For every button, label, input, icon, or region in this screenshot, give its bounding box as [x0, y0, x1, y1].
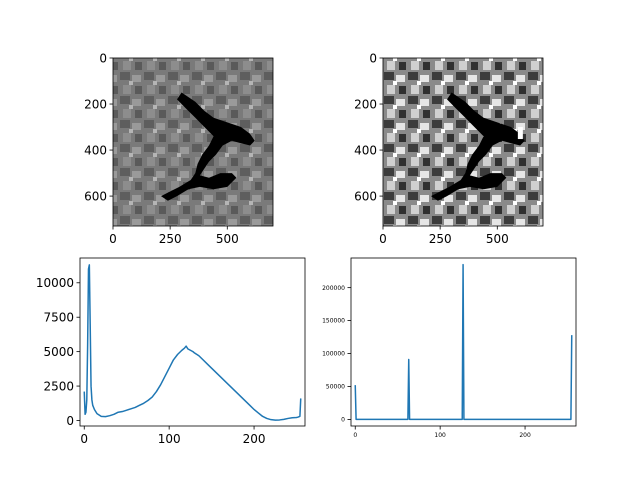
- x-tick-label: 200: [243, 432, 266, 446]
- x-tick-label: 200: [519, 432, 531, 439]
- y-tick-label: 400: [84, 143, 107, 157]
- y-tick-label: 200: [354, 97, 377, 111]
- image-top-left: [113, 58, 273, 226]
- bright-patch: [518, 127, 523, 139]
- x-tick-label: 250: [159, 232, 182, 246]
- x-tick-label: 0: [379, 232, 387, 246]
- y-tick-label: 200: [84, 97, 107, 111]
- y-tick-label: 200000: [322, 285, 345, 292]
- x-tick-label: 0: [80, 432, 88, 446]
- y-tick-label: 600: [84, 189, 107, 203]
- y-tick-label: 0: [341, 417, 345, 424]
- plot-bottom-left: [84, 265, 301, 420]
- x-tick-label: 0: [109, 232, 117, 246]
- y-tick-label: 0: [66, 414, 74, 428]
- y-tick-label: 0: [99, 51, 107, 65]
- y-tick-label: 150000: [322, 318, 345, 325]
- x-tick-label: 100: [434, 432, 446, 439]
- y-tick-label: 600: [354, 189, 377, 203]
- y-tick-label: 400: [354, 143, 377, 157]
- x-tick-label: 250: [429, 232, 452, 246]
- axes-frame: [80, 258, 305, 426]
- x-tick-label: 500: [216, 232, 239, 246]
- y-tick-label: 50000: [326, 384, 345, 391]
- y-tick-label: 10000: [36, 276, 74, 290]
- plot-bottom-right: [355, 265, 572, 420]
- x-tick-label: 0: [353, 432, 357, 439]
- x-tick-label: 100: [158, 432, 181, 446]
- y-tick-label: 100000: [322, 351, 345, 358]
- image-top-right: [383, 58, 543, 226]
- y-tick-label: 5000: [43, 345, 74, 359]
- x-tick-label: 500: [486, 232, 509, 246]
- y-tick-label: 2500: [43, 379, 74, 393]
- axes-bottom-right: 0 100 200 0 50000 100000 150000 200000: [322, 258, 576, 439]
- y-tick-label: 7500: [43, 311, 74, 325]
- series-line-0: [355, 265, 572, 420]
- y-tick-label: 0: [369, 51, 377, 65]
- series-line-0: [84, 265, 301, 420]
